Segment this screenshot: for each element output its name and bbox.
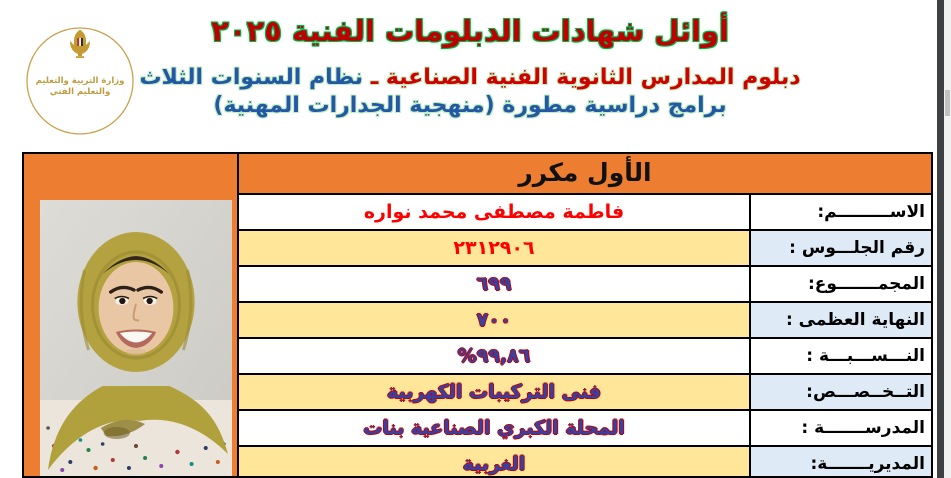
row-seat-number: رقم الجلـــوس : ٢٣١٢٩٠٦ [239, 231, 931, 267]
row-name: الاســـــــــم: فاطمة مصطفى محمد نواره [239, 195, 931, 231]
result-fields: الأول مكرر الاســـــــــم: فاطمة مصطفى م… [237, 154, 931, 476]
directorate-value: الغربية [239, 447, 749, 476]
diploma-type-text: دبلوم المدارس الثانوية الفنية الصناعية ـ [363, 65, 801, 90]
row-school: المدرســـــــة : المحلة الكبري الصناعية … [239, 411, 931, 447]
page-title: أوائل شهادات الدبلومات الفنية ٢٠٢٥ [211, 14, 729, 48]
school-value: المحلة الكبري الصناعية بنات [239, 411, 749, 445]
student-photo [40, 200, 232, 476]
window-edge [937, 0, 944, 478]
total-label: المجمـــــــوع: [749, 267, 931, 301]
seal-center-text-line1: وزارة التربية والتعليم [36, 76, 125, 86]
directorate-label: المديريـــــــة: [749, 447, 931, 476]
seat-number-label: رقم الجلـــوس : [749, 231, 931, 265]
max-score-value: ٧٠٠ [239, 303, 749, 337]
student-result-card: الأول مكرر الاســـــــــم: فاطمة مصطفى م… [22, 152, 933, 478]
diploma-subtitle: دبلوم المدارس الثانوية الفنية الصناعية ـ… [0, 64, 940, 92]
system-years-text: نظام السنوات الثلاث [139, 65, 364, 90]
seal-center-text-line2: والتعليم الفني [50, 87, 111, 97]
specialization-label: التــخــصـــص: [749, 375, 931, 409]
percentage-value: %٩٩,٨٦ [239, 339, 749, 373]
name-label: الاســـــــــم: [749, 195, 931, 229]
scrollbar-thumb[interactable] [945, 90, 950, 116]
student-portrait-graphic [40, 200, 232, 476]
scrollbar-track[interactable] [944, 0, 951, 478]
row-directorate: المديريـــــــة: الغربية [239, 447, 931, 476]
page-header: أوائل شهادات الدبلومات الفنية ٢٠٢٥ دبلوم… [0, 10, 940, 120]
row-specialization: التــخــصـــص: فنى التركيبات الكهربية [239, 375, 931, 411]
specialization-value: فنى التركيبات الكهربية [239, 375, 749, 409]
school-label: المدرســـــــة : [749, 411, 931, 445]
row-total: المجمـــــــوع: ٦٩٩ [239, 267, 931, 303]
program-methodology-text: برامج دراسية مطورة (منهجية الجدارات المه… [213, 93, 727, 118]
egypt-eagle-icon [70, 30, 90, 58]
ministry-seal-graphic: MINISTRY OF EDUCATION AND TECHNICAL EDUC… [22, 19, 134, 135]
ministry-seal: MINISTRY OF EDUCATION AND TECHNICAL EDUC… [22, 19, 135, 135]
max-score-label: النهاية العظمى : [749, 303, 931, 337]
row-percentage: النـــســـبـــة : %٩٩,٨٦ [239, 339, 931, 375]
row-max-score: النهاية العظمى : ٧٠٠ [239, 303, 931, 339]
percentage-label: النـــســـبـــة : [749, 339, 931, 373]
rank-banner: الأول مكرر [239, 154, 931, 195]
seat-number-value: ٢٣١٢٩٠٦ [239, 231, 749, 265]
name-value: فاطمة مصطفى محمد نواره [239, 195, 749, 229]
total-value: ٦٩٩ [239, 267, 749, 301]
